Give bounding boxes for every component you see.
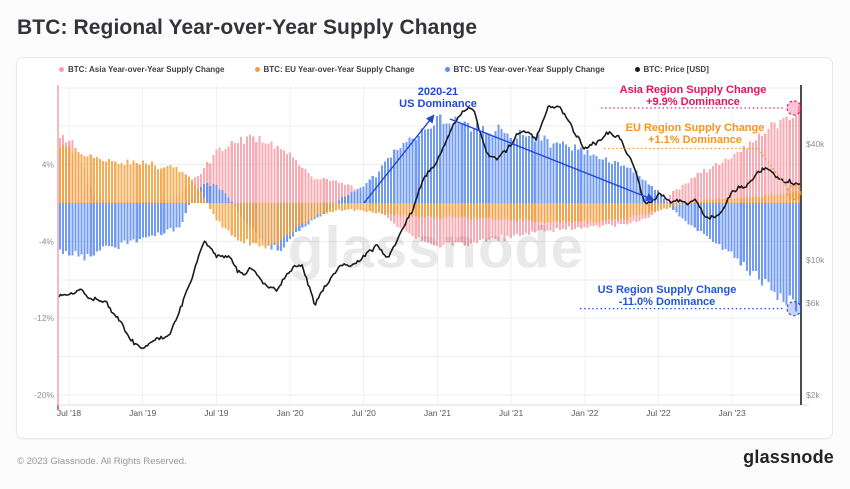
y-left-tick-label: -12% — [34, 313, 54, 323]
x-tick-label: Jul '18 — [57, 408, 82, 418]
y-left-tick-label: 4% — [42, 160, 55, 170]
us-legend-dot-icon — [444, 67, 450, 72]
annotation-marker-circle — [786, 100, 802, 116]
x-tick-label: Jul '22 — [646, 408, 671, 418]
chart-card: 4% -4% -12% -20% $40k $10k $6k $2k Jul '18 Jan '1… — [16, 57, 833, 439]
supply-change-chart: 4% -4% -12% -20% $40k $10k $6k $2k Jul '18 Jan '1… — [34, 85, 825, 418]
x-tick-label: Jul '21 — [499, 408, 524, 418]
us-dominance-arrow-down — [449, 118, 655, 202]
eu-legend-dot-icon — [254, 67, 260, 72]
legend-label: BTC: Asia Year-over-Year Supply Change — [68, 65, 225, 74]
x-tick-label: Jul '19 — [204, 408, 229, 418]
annotation-dotted-line — [757, 148, 789, 189]
annotation-line: US Dominance — [399, 98, 477, 110]
annotation-line: Asia Region Supply Change — [619, 84, 767, 96]
y-right-tick-label: $2k — [806, 390, 820, 400]
legend-item-price[interactable]: BTC: Price [USD] — [634, 65, 709, 74]
legend-label: BTC: EU Year-over-Year Supply Change — [263, 65, 415, 74]
annotation-us-region: US Region Supply Change -11.0% Dominance — [598, 284, 737, 308]
annotation-line: 2020-21 — [417, 86, 459, 98]
annotation-line: EU Region Supply Change — [625, 122, 765, 134]
legend-item-eu[interactable]: BTC: EU Year-over-Year Supply Change — [254, 65, 415, 74]
legend-item-us[interactable]: BTC: US Year-over-Year Supply Change — [444, 65, 605, 74]
price-legend-dot-icon — [634, 67, 640, 72]
annotation-marker-circle — [786, 301, 802, 317]
annotation-marker-circle — [786, 184, 802, 201]
annotation-eu-dominance: EU Region Supply Change +1.1% Dominance — [626, 122, 765, 146]
x-tick-label: Jul '20 — [352, 408, 377, 418]
supply-change-bars — [59, 105, 801, 312]
chart-legend: BTC: Asia Year-over-Year Supply Change B… — [59, 65, 709, 74]
annotation-us-dominance: 2020-21 US Dominance — [399, 86, 477, 110]
us-dominance-arrow-up — [363, 114, 435, 204]
series-1 — [59, 144, 801, 249]
y-right-tick-label: $6k — [806, 298, 820, 308]
annotation-line: -11.0% Dominance — [618, 296, 716, 308]
x-tick-label: Jan '20 — [276, 408, 303, 418]
x-tick-label: Jan '22 — [571, 408, 598, 418]
annotation-line: +9.9% Dominance — [646, 96, 740, 108]
x-tick-label: Jan '23 — [719, 408, 746, 418]
price-line — [58, 105, 801, 350]
y-left-tick-label: -4% — [39, 236, 55, 246]
copyright-text: © 2023 Glassnode. All Rights Reserved. — [17, 456, 187, 467]
page-title: BTC: Regional Year-over-Year Supply Chan… — [17, 16, 478, 39]
x-tick-label: Jan '19 — [129, 408, 156, 418]
y-right-tick-label: $10k — [806, 255, 825, 265]
axis-labels: 4% -4% -12% -20% $40k $10k $6k $2k Jul '18 Jan '1… — [34, 139, 825, 418]
y-right-tick-label: $40k — [806, 139, 825, 149]
y-left-tick-label: -20% — [34, 390, 54, 400]
legend-label: BTC: Price [USD] — [643, 65, 709, 74]
annotation-line: US Region Supply Change — [597, 284, 737, 296]
x-tick-label: Jan '21 — [424, 408, 451, 418]
legend-item-asia[interactable]: BTC: Asia Year-over-Year Supply Change — [59, 65, 225, 74]
glassnode-logo: glassnode — [743, 447, 834, 467]
annotation-line: +1.1% Dominance — [648, 134, 742, 146]
annotation-asia-dominance: Asia Region Supply Change +9.9% Dominanc… — [620, 84, 767, 108]
legend-label: BTC: US Year-over-Year Supply Change — [453, 65, 605, 74]
asia-legend-dot-icon — [59, 67, 64, 72]
